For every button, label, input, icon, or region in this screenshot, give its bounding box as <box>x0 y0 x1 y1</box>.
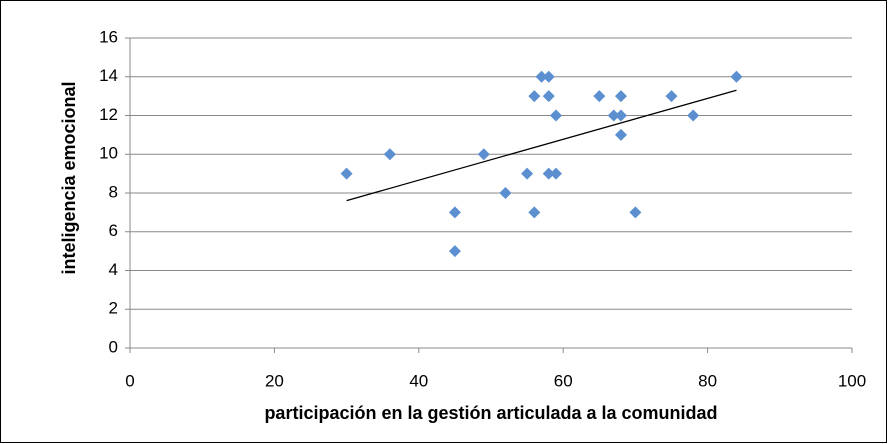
y-tick-label: 16 <box>99 27 118 46</box>
y-tick-label: 14 <box>99 66 118 85</box>
x-tick-label: 20 <box>265 371 284 390</box>
data-point <box>477 148 490 161</box>
y-tick-label: 12 <box>99 105 118 124</box>
data-point <box>528 90 541 103</box>
y-tick-label: 10 <box>99 144 118 163</box>
data-point <box>614 90 627 103</box>
data-point <box>448 245 461 258</box>
data-point <box>499 187 512 199</box>
x-tick-label: 60 <box>554 371 573 390</box>
data-point <box>340 167 353 180</box>
data-point <box>614 128 627 141</box>
data-point <box>448 206 461 219</box>
data-point <box>542 90 555 103</box>
data-point <box>614 109 627 122</box>
data-point <box>542 70 555 83</box>
data-point <box>607 109 620 122</box>
data-point <box>549 109 562 122</box>
data-point <box>542 167 555 180</box>
y-tick-label: 8 <box>109 182 118 201</box>
data-point <box>593 90 606 103</box>
x-axis-title: participación en la gestión articulada a… <box>264 403 717 423</box>
y-tick-label: 4 <box>109 260 118 279</box>
y-tick-label: 6 <box>109 221 118 240</box>
data-point <box>687 109 700 122</box>
y-tick-label: 2 <box>109 299 118 318</box>
x-tick-label: 80 <box>698 371 717 390</box>
x-tick-label: 0 <box>125 371 134 390</box>
data-point <box>665 90 678 103</box>
data-point <box>383 148 396 161</box>
data-point <box>629 206 642 219</box>
data-point <box>528 206 541 219</box>
data-point <box>521 167 534 180</box>
y-tick-label: 0 <box>109 337 118 356</box>
data-point <box>535 70 548 83</box>
data-point <box>730 70 743 83</box>
data-point <box>549 167 562 180</box>
x-tick-label: 100 <box>838 371 866 390</box>
x-tick-label: 40 <box>409 371 428 390</box>
trendline <box>346 89 737 202</box>
y-axis-title: inteligencia emocional <box>59 81 79 274</box>
